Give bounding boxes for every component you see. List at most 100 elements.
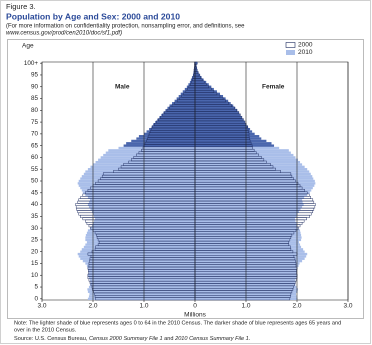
bar — [195, 226, 299, 230]
bar — [195, 104, 234, 107]
bar — [190, 78, 195, 81]
bar — [94, 219, 195, 223]
bar — [195, 64, 197, 67]
figure-label: Figure 3. — [6, 2, 36, 11]
bar — [195, 149, 289, 152]
bar — [95, 217, 195, 220]
bar — [138, 135, 195, 138]
bar — [90, 208, 195, 211]
bar — [195, 156, 296, 159]
bar — [195, 80, 207, 84]
bar — [90, 165, 195, 169]
legend-label: 2010 — [298, 49, 313, 56]
bar — [87, 274, 195, 277]
y-tick-label: 10 — [31, 272, 39, 279]
bar — [86, 231, 195, 235]
bar — [186, 85, 195, 88]
bar — [83, 245, 195, 249]
y-tick-label: 50 — [31, 178, 39, 185]
bar — [91, 210, 195, 213]
y-tick-label: 20 — [31, 248, 39, 255]
bar — [195, 111, 239, 114]
bar — [80, 250, 195, 253]
bar — [118, 146, 195, 150]
bar — [161, 113, 195, 117]
bar — [85, 236, 195, 239]
bar — [85, 234, 195, 237]
bar — [131, 139, 195, 143]
source-part: . — [249, 336, 251, 342]
bar — [88, 285, 195, 289]
bar — [184, 87, 195, 91]
bar — [77, 182, 195, 185]
bar — [89, 283, 195, 286]
bar — [195, 189, 312, 192]
y-tick-label: 30 — [31, 225, 39, 232]
chart-title: Population by Age and Sex: 2000 and 2010 — [6, 11, 180, 21]
bar — [195, 170, 310, 173]
bar — [192, 73, 195, 77]
bar — [195, 198, 303, 202]
x-tick-label: 2.0 — [88, 303, 97, 310]
bar — [195, 283, 296, 286]
bar — [81, 189, 195, 192]
bar — [195, 175, 313, 178]
bar — [195, 292, 296, 296]
bar — [153, 123, 195, 126]
bar — [88, 276, 195, 279]
bar — [169, 104, 195, 107]
bar — [195, 210, 300, 213]
bar — [174, 99, 195, 103]
bar — [151, 125, 195, 128]
bar — [195, 184, 315, 187]
bar — [163, 111, 195, 114]
source-part: and — [163, 336, 175, 342]
bar — [85, 238, 195, 242]
bar — [195, 116, 242, 119]
bar — [195, 158, 299, 161]
bar — [195, 123, 247, 126]
female-label: Female — [262, 84, 285, 91]
bar — [195, 182, 316, 185]
source-part: Census 2000 Summary File 1 — [89, 336, 163, 342]
bar — [195, 208, 301, 211]
bar — [195, 94, 224, 98]
bar — [95, 160, 195, 164]
bar — [195, 278, 296, 282]
bar — [195, 130, 253, 133]
bar — [195, 151, 291, 154]
chart-frame — [7, 39, 364, 319]
bar — [155, 120, 195, 124]
bar — [195, 255, 307, 258]
y-axis-label: Age — [22, 43, 34, 50]
y-tick-label: 60 — [31, 154, 39, 161]
bar — [178, 94, 195, 98]
bar — [195, 191, 310, 194]
bar — [88, 201, 195, 204]
bar — [195, 125, 249, 128]
bar — [89, 292, 195, 296]
bar — [87, 203, 195, 206]
bar — [98, 158, 195, 161]
y-tick-label: 100+ — [24, 60, 39, 67]
bar — [191, 76, 195, 79]
bar — [195, 71, 199, 74]
bar — [195, 132, 255, 136]
y-tick-label: 80 — [31, 107, 39, 114]
source-part: 2010 Census Summary File 1 — [174, 336, 249, 342]
bar — [195, 241, 300, 244]
bar — [195, 231, 301, 235]
bar — [195, 144, 275, 147]
bar — [195, 172, 311, 176]
bar — [195, 109, 238, 112]
y-tick-label: 45 — [31, 189, 39, 196]
bar — [146, 130, 195, 133]
bar — [195, 139, 267, 143]
source-part: Source: U.S. Census Bureau, — [14, 336, 89, 342]
y-tick-label: 15 — [31, 260, 39, 267]
bar — [78, 184, 195, 187]
bar — [126, 142, 195, 145]
bar — [195, 163, 303, 166]
bar — [195, 153, 294, 157]
bar — [80, 177, 195, 180]
